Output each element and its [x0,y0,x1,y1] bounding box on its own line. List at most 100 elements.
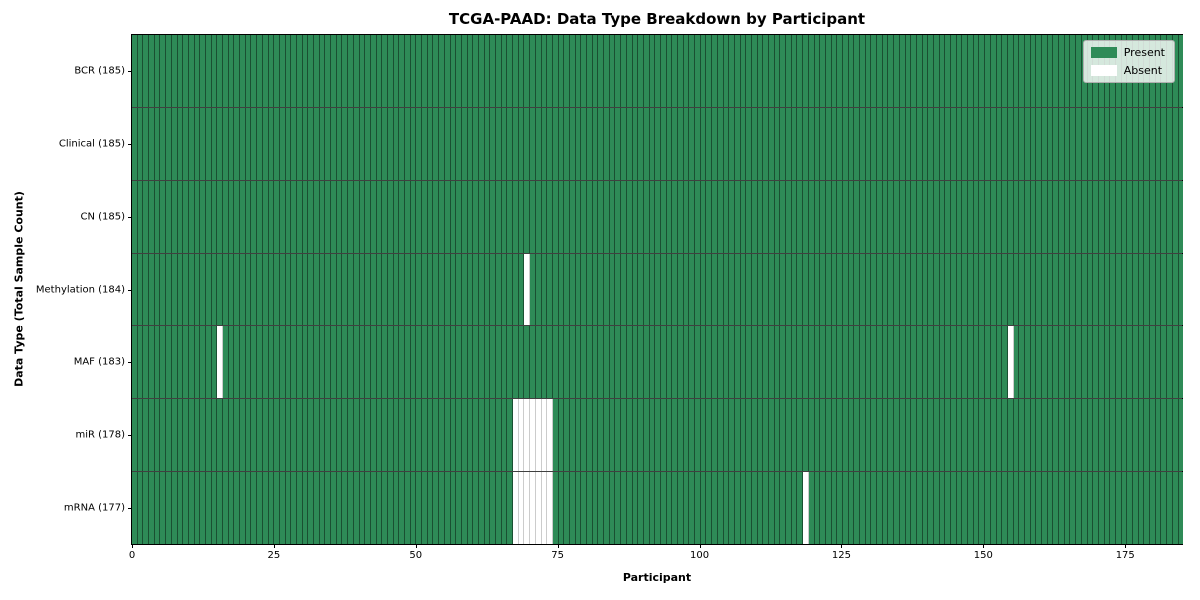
heatmap-cell [734,399,741,472]
heatmap-cell [911,107,917,180]
y-tick-label: Methylation (184) [35,284,125,295]
heatmap-cell [1047,253,1054,326]
heatmap-cell [899,107,906,180]
heatmap-cell [615,472,622,545]
heatmap-cell [564,107,570,180]
heatmap-cell [569,180,576,253]
heatmap-cell [1076,35,1082,107]
heatmap-cell [143,180,150,253]
heatmap-cell [251,399,258,472]
heatmap-cell [484,107,491,180]
heatmap-cell [842,180,849,253]
heatmap-cell [1127,107,1133,180]
heatmap-cell [604,326,610,399]
heatmap-cell [1172,180,1179,253]
heatmap-cell [257,253,263,326]
heatmap-cell [524,107,531,180]
heatmap-cell [1133,472,1139,545]
heatmap-cell [916,107,923,180]
heatmap-cell [643,326,650,399]
heatmap-cell [933,326,940,399]
heatmap-cell [331,253,337,326]
heatmap-cell [1172,472,1179,545]
heatmap-cell [490,472,496,545]
heatmap-cell [962,399,969,472]
x-tick-label: 75 [551,550,565,561]
heatmap-cell [405,399,411,472]
heatmap-cell [740,180,747,253]
heatmap-cell [877,180,883,253]
heatmap-cell [717,35,724,107]
heatmap-cell [541,180,548,253]
heatmap-cell [518,326,525,399]
heatmap-cell [860,253,866,326]
heatmap-cell [365,399,371,472]
heatmap-cell [530,253,536,326]
heatmap-cell [734,326,741,399]
heatmap-cell [245,399,252,472]
heatmap-cell [922,107,929,180]
heatmap-cell [365,326,371,399]
heatmap-cell [223,472,229,545]
y-tick-mark [128,362,132,364]
heatmap-cell [308,107,314,180]
legend-swatch-present-icon [1090,47,1117,58]
heatmap-cell [1161,326,1168,399]
heatmap-cell [200,472,206,545]
heatmap-cell [552,180,559,253]
heatmap-cell [854,35,860,107]
heatmap-cell [609,35,616,107]
heatmap-cell [558,472,565,545]
heatmap-cell [621,326,627,399]
heatmap-cell [899,326,906,399]
heatmap-cell [655,399,661,472]
heatmap-cell [803,35,809,107]
heatmap-cell [473,472,479,545]
heatmap-cell [854,180,860,253]
heatmap-cell [342,253,349,326]
heatmap-cell [990,107,997,180]
heatmap-cell [194,472,201,545]
heatmap-cell [541,35,548,107]
heatmap-cell [1110,326,1116,399]
heatmap-cell [626,180,633,253]
heatmap-cell [660,399,667,472]
heatmap-cell [604,253,610,326]
heatmap-cell [325,326,332,399]
heatmap-cell [837,399,843,472]
heatmap-cell [439,35,445,107]
heatmap-cell [808,326,815,399]
heatmap-cell [473,107,479,180]
heatmap-cell [1036,35,1042,107]
heatmap-cell [774,472,781,545]
heatmap-cell [296,399,303,472]
heatmap-cell [581,107,587,180]
heatmap-cell [712,107,718,180]
heatmap-cell [1172,399,1179,472]
heatmap-cell [427,253,434,326]
heatmap-cell [439,326,445,399]
heatmap-cell [831,35,838,107]
heatmap-cell [1178,399,1184,472]
heatmap-cell [1030,472,1037,545]
heatmap-cell [575,399,582,472]
heatmap-cell [1024,472,1031,545]
y-tick-mark [128,144,132,146]
heatmap-cell [132,399,138,472]
heatmap-cell [615,180,622,253]
heatmap-cell [234,472,241,545]
heatmap-cell [695,326,701,399]
heatmap-cell [911,326,917,399]
heatmap-cell [769,180,775,253]
heatmap-cell [729,180,735,253]
heatmap-cell [370,253,377,326]
heatmap-cell [751,326,758,399]
heatmap-cell [353,326,360,399]
heatmap-cell [803,472,809,545]
heatmap-cell [478,472,485,545]
heatmap-cell [552,253,559,326]
heatmap-cell [501,472,508,545]
heatmap-cell [268,326,275,399]
heatmap-cell [871,107,878,180]
heatmap-cell [422,180,428,253]
